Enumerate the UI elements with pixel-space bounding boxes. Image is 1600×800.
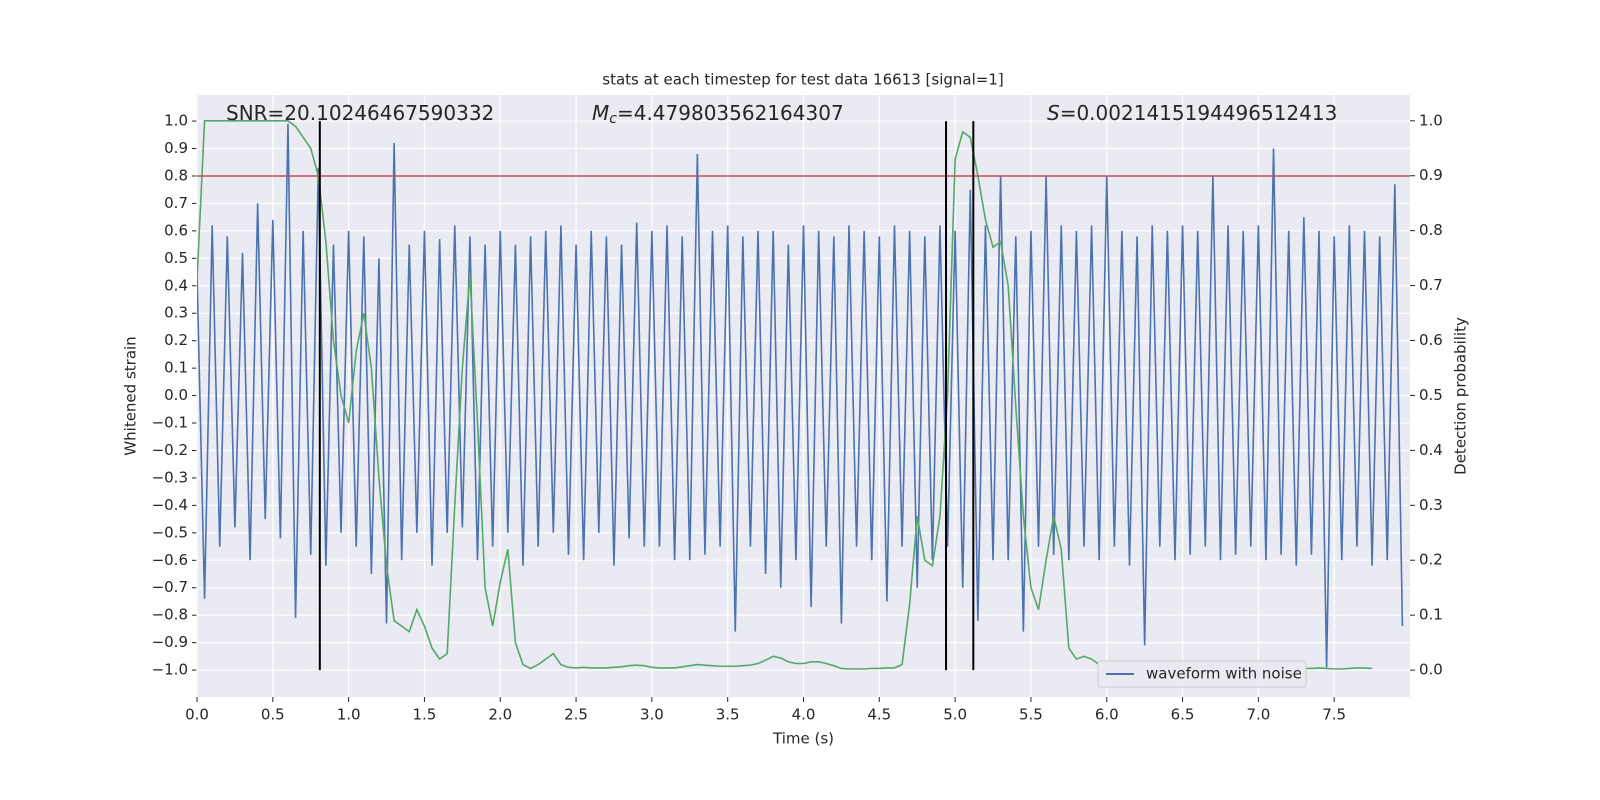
annotation: Mc=4.479803562164307 [592, 101, 844, 128]
y-tick-label: 0.3 [164, 304, 188, 322]
y-tick-label: 0.9 [164, 139, 188, 157]
x-tick-label: 7.0 [1246, 706, 1270, 724]
y2-axis-label: Detection probability [1452, 317, 1470, 475]
annotation-text: =0.002141519449651241​3 [1060, 101, 1338, 125]
y2-tick-label: 0.7 [1419, 276, 1443, 294]
annotation-symbol: S [1047, 101, 1060, 125]
y-tick-label: −0.1 [152, 414, 188, 432]
annotation: S=0.002141519449651241​3 [1047, 101, 1337, 125]
y-tick-label: 1.0 [164, 112, 188, 130]
x-tick-label: 6.5 [1171, 706, 1195, 724]
x-tick-label: 2.0 [488, 706, 512, 724]
x-tick-label: 0.0 [185, 706, 209, 724]
y-tick-label: 0.7 [164, 194, 188, 212]
y-tick-label: 0.0 [164, 386, 188, 404]
y2-tick-label: 1.0 [1419, 111, 1443, 129]
y-tick-label: 0.6 [164, 221, 188, 239]
y2-tick-label: 0.4 [1419, 441, 1443, 459]
x-tick-label: 1.0 [337, 706, 361, 724]
x-tick-label: 7.5 [1322, 706, 1346, 724]
chart-title: stats at each timestep for test data 166… [602, 71, 1003, 89]
y2-tick-label: 0.9 [1419, 166, 1443, 184]
y-tick-label: −0.6 [152, 551, 188, 569]
y2-tick-label: 0.1 [1419, 606, 1443, 624]
y-tick-label: −0.8 [152, 606, 188, 624]
x-tick-label: 0.5 [261, 706, 285, 724]
y2-tick-label: 0.8 [1419, 221, 1443, 239]
x-tick-label: 5.5 [1019, 706, 1043, 724]
legend-box [1097, 660, 1307, 688]
y-tick-label: 0.5 [164, 249, 188, 267]
y-tick-label: −0.2 [152, 441, 188, 459]
annotation-text: =4.479803562164307 [617, 101, 844, 125]
x-tick-label: 6.0 [1095, 706, 1119, 724]
y-tick-label: −0.4 [152, 496, 188, 514]
y2-tick-label: 0.0 [1419, 661, 1443, 679]
annotation-subscript: c [609, 111, 617, 127]
y2-tick-label: 0.3 [1419, 496, 1443, 514]
series-line [197, 123, 1404, 668]
y-tick-label: −0.3 [152, 468, 188, 486]
y-tick-label: 0.4 [164, 276, 188, 294]
y2-tick-label: 0.6 [1419, 331, 1443, 349]
y2-tick-label: 0.5 [1419, 386, 1443, 404]
x-tick-label: 4.5 [867, 706, 891, 724]
y-tick-label: −0.9 [152, 633, 188, 651]
y-tick-label: 0.1 [164, 359, 188, 377]
y-tick-label: −0.5 [152, 523, 188, 541]
annotation-text: SNR=20.10246467590332 [226, 101, 494, 125]
y-tick-label: −0.7 [152, 578, 188, 596]
x-tick-label: 4.0 [792, 706, 816, 724]
x-tick-label: 1.5 [413, 706, 437, 724]
y2-tick-label: 0.2 [1419, 551, 1443, 569]
x-tick-label: 5.0 [943, 706, 967, 724]
y-axis-label: Whitened strain [122, 336, 140, 455]
legend-label: waveform with noise [1146, 665, 1302, 683]
x-axis-label: Time (s) [772, 730, 834, 748]
annotation: SNR=20.10246467590332 [226, 101, 494, 125]
x-tick-label: 3.0 [640, 706, 664, 724]
y-tick-label: −1.0 [152, 661, 188, 679]
y-tick-label: 0.8 [164, 166, 188, 184]
x-tick-label: 2.5 [564, 706, 588, 724]
y-tick-label: 0.2 [164, 331, 188, 349]
annotation-symbol: M [592, 101, 609, 125]
x-tick-label: 3.5 [716, 706, 740, 724]
